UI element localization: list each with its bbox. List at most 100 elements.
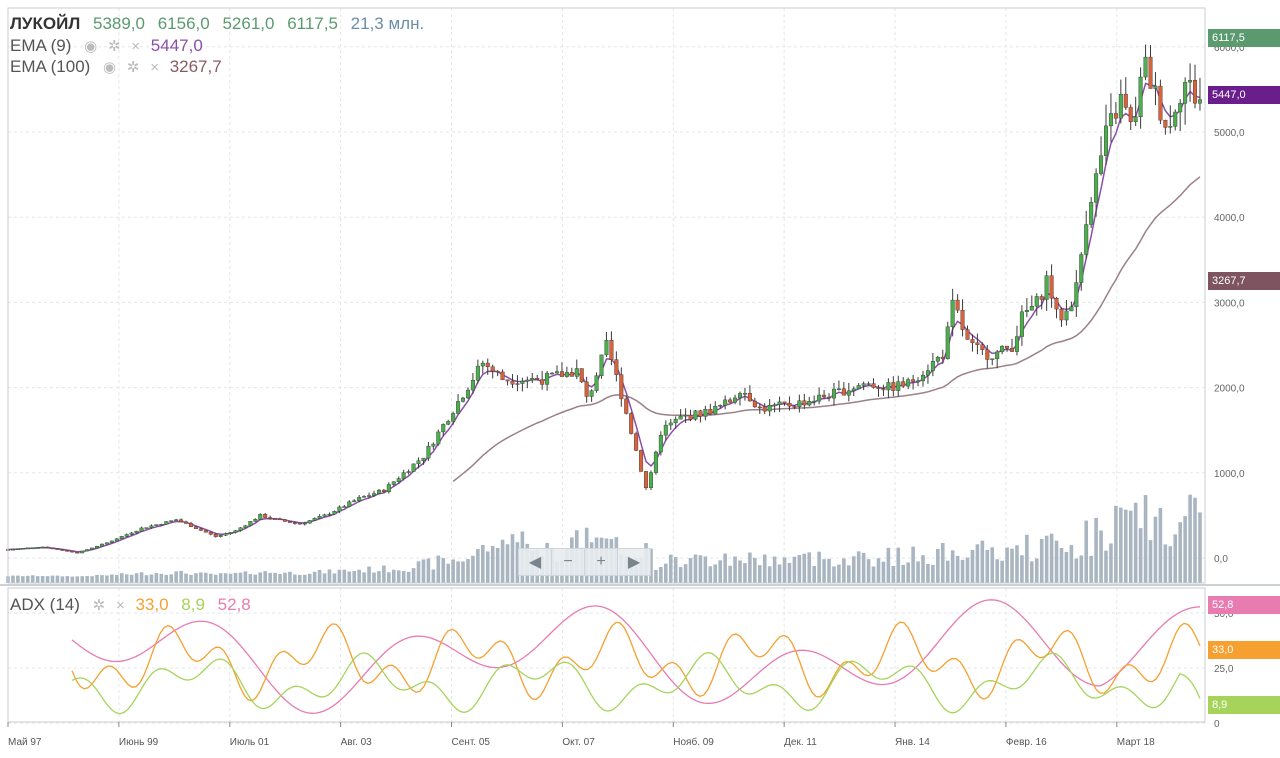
volume-bar <box>337 569 342 583</box>
candle-body <box>475 365 480 381</box>
scroll-left-button[interactable]: ◀ <box>518 548 552 576</box>
volume-bar <box>218 573 223 583</box>
candle-body <box>1133 116 1138 122</box>
candle-body <box>757 406 762 409</box>
volume-bar <box>1079 555 1084 583</box>
candle-body <box>1079 254 1084 283</box>
candle-body <box>530 378 535 381</box>
candle-body <box>742 393 747 395</box>
volume-bar <box>822 559 826 583</box>
volume-bar <box>767 566 772 583</box>
candle-body <box>119 536 124 540</box>
candle-body <box>802 400 807 406</box>
volume-bar <box>995 559 999 583</box>
candle-body <box>1000 345 1005 353</box>
volume-bar <box>174 571 178 583</box>
candle-body <box>535 378 540 380</box>
volume-bar <box>1114 505 1118 583</box>
candle-body <box>99 543 104 547</box>
candle-body <box>1103 125 1108 156</box>
volume-bar <box>204 572 208 583</box>
volume-bar <box>367 566 371 583</box>
volume-bar <box>510 534 515 583</box>
volume-bar <box>1119 507 1123 583</box>
volume-bar <box>718 560 723 583</box>
adx-tick-label: 50,0 <box>1214 609 1234 620</box>
candle-body <box>955 299 960 311</box>
scroll-right-button[interactable]: ▶ <box>617 548 651 576</box>
volume-bar <box>293 574 297 583</box>
candle-body <box>609 340 614 360</box>
x-tick-label: Март 18 <box>1117 737 1155 748</box>
adx-value: 52,8 <box>217 595 251 614</box>
zoom-in-button[interactable]: + <box>584 548 618 576</box>
candle-body <box>767 404 772 412</box>
volume-bar <box>332 573 337 583</box>
gear-icon[interactable]: ✲ <box>107 38 121 55</box>
gear-icon[interactable]: ✲ <box>92 597 106 614</box>
candle-body <box>470 380 475 391</box>
candle-body <box>208 532 213 535</box>
volume-bar <box>985 549 990 583</box>
volume-bar <box>1000 560 1004 583</box>
candle-body <box>65 550 70 552</box>
price-tick-label: 3000,0 <box>1214 298 1245 309</box>
candle-body <box>812 400 817 403</box>
candle-body <box>728 399 733 403</box>
candle-body <box>134 530 139 534</box>
candle-body <box>683 415 688 417</box>
gear-icon[interactable]: ✲ <box>126 59 140 76</box>
candle-body <box>174 519 179 521</box>
candle-body <box>515 383 520 385</box>
candle-body <box>1034 296 1039 307</box>
volume-bar <box>980 540 985 583</box>
candle-body <box>1074 282 1079 308</box>
candle-body <box>648 472 653 489</box>
candle-body <box>391 481 396 485</box>
candle-body <box>480 362 485 367</box>
volume-bar <box>817 551 821 583</box>
x-tick-label: Янв. 14 <box>895 737 930 748</box>
volume-bar <box>960 559 965 583</box>
adx-tick-label: 25,0 <box>1214 664 1234 675</box>
close-icon[interactable]: × <box>115 597 125 614</box>
candle-body <box>668 422 673 426</box>
candle-body <box>975 342 980 345</box>
candle-body <box>342 506 347 508</box>
chart-navigation: ◀ − + ▶ <box>518 548 651 576</box>
eye-icon[interactable]: ◉ <box>103 59 117 76</box>
volume-bar <box>495 547 500 583</box>
volume-bar <box>134 573 139 583</box>
eye-icon[interactable]: ◉ <box>84 38 98 55</box>
volume-bar <box>485 551 490 583</box>
candle-body <box>693 410 698 420</box>
volume-bar <box>441 558 446 583</box>
volume-bar <box>832 566 836 583</box>
volume-bar <box>1020 555 1024 583</box>
volume-bar <box>698 555 703 583</box>
candle-body <box>1094 173 1099 203</box>
volume-bar <box>179 570 183 583</box>
ticker-name: ЛУКОЙЛ <box>10 14 81 33</box>
volume-bar <box>456 561 460 583</box>
candle-body <box>490 366 495 372</box>
candle-body <box>945 326 950 360</box>
volume-bar <box>777 564 782 583</box>
zoom-out-button[interactable]: − <box>551 548 585 576</box>
candle-body <box>188 523 193 527</box>
volume-bar <box>851 556 856 583</box>
volume-bar <box>124 574 129 583</box>
candle-body <box>1039 296 1044 300</box>
close-icon[interactable]: × <box>131 38 141 55</box>
volume-bar <box>906 562 910 583</box>
ema9-legend: EMA (9) ◉ ✲ × 5447,0 <box>10 36 211 57</box>
candle-body <box>332 511 337 515</box>
volume-bar <box>807 552 812 583</box>
close-icon[interactable]: × <box>150 59 159 76</box>
volume-bar <box>950 550 955 583</box>
candle-body <box>545 372 550 385</box>
y-axis-ticks: 0,0 1000,0 2000,0 3000,0 4000,0 5000,0 6000,0 0… <box>1214 43 1245 730</box>
candle-body <box>273 518 278 520</box>
volume-bar <box>110 574 114 583</box>
